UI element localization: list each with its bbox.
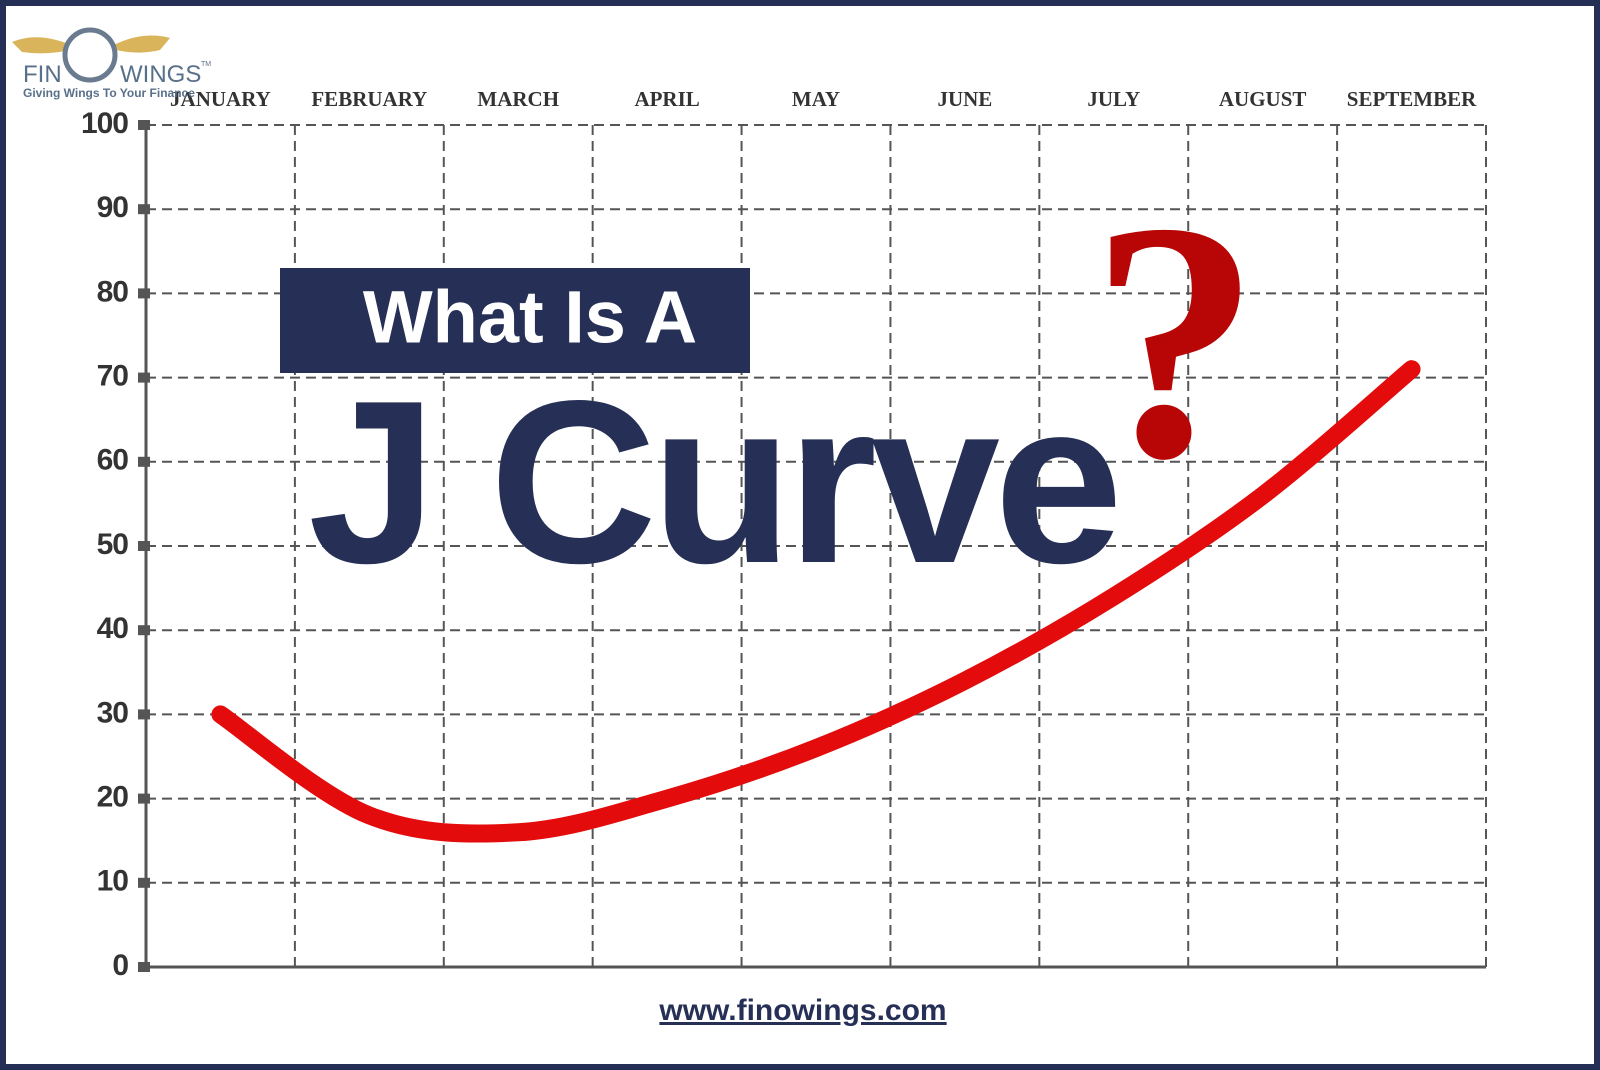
y-tick-mark	[138, 120, 150, 130]
x-tick-label: MARCH	[477, 87, 559, 111]
y-tick-label: 20	[97, 781, 129, 814]
x-tick-label: JANUARY	[170, 87, 271, 111]
y-tick-mark	[138, 877, 150, 888]
x-tick-label: SEPTEMBER	[1347, 87, 1477, 111]
x-tick-label: APRIL	[634, 87, 699, 111]
y-tick-label: 40	[97, 612, 129, 645]
y-tick-mark	[138, 709, 150, 720]
y-tick-mark	[138, 204, 150, 215]
y-tick-mark	[138, 288, 150, 299]
subtitle: J Curve	[308, 353, 1117, 612]
x-tick-label: JUNE	[937, 87, 992, 111]
logo-circle	[62, 27, 118, 83]
url[interactable]: www.finowings.com	[658, 994, 946, 1027]
logo-text: WINGS	[120, 61, 201, 88]
y-tick-label: 0	[112, 949, 128, 982]
j-curve	[211, 360, 1421, 843]
y-tick-mark	[138, 372, 150, 383]
y-tick-label: 100	[81, 107, 128, 140]
logo-tm: TM	[201, 61, 211, 68]
logo-wing	[12, 37, 78, 54]
title: What Is A	[363, 276, 697, 359]
y-tick-mark	[138, 625, 150, 636]
title-box	[280, 268, 750, 373]
logo-wing	[108, 35, 170, 53]
y-tick-label: 10	[97, 865, 129, 898]
y-tick-label: 60	[97, 444, 129, 477]
x-tick-label: FEBRUARY	[311, 87, 427, 111]
x-tick-label: AUGUST	[1219, 87, 1307, 111]
y-tick-mark	[138, 541, 150, 551]
y-tick-label: 30	[97, 696, 129, 729]
y-tick-mark	[138, 962, 150, 972]
y-tick-mark	[138, 456, 150, 467]
question-mark: ?	[1090, 152, 1260, 529]
logo-text: FIN	[23, 61, 62, 88]
x-tick-label: JULY	[1087, 87, 1140, 111]
logo-tagline: Giving Wings To Your Finance	[23, 86, 195, 100]
y-tick-label: 90	[97, 191, 129, 224]
y-tick-label: 70	[97, 360, 129, 393]
y-tick-label: 50	[97, 528, 129, 561]
logo: FIN WINGS TM Giving Wings To Your Financ…	[12, 27, 211, 100]
y-tick-label: 80	[97, 275, 129, 308]
plot: 0 10 20 30 40 50 60 70 80 90 100 JANUARY FEBRUARY MAR…	[81, 87, 1487, 982]
x-tick-label: MAY	[792, 87, 840, 111]
y-tick-mark	[138, 793, 150, 804]
